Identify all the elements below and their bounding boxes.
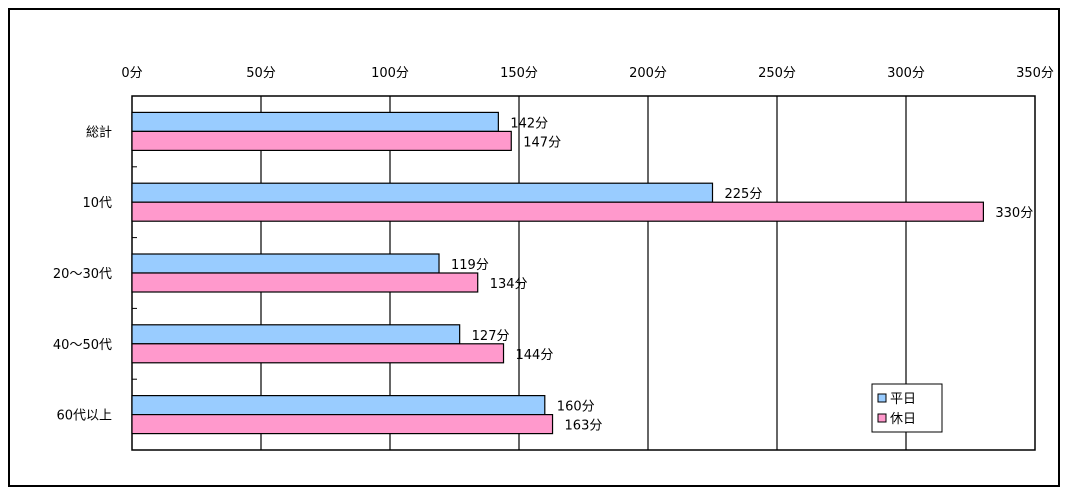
bar-holiday — [131, 343, 505, 364]
category-label: 20～30代 — [53, 267, 112, 282]
x-tick-label: 100分 — [371, 66, 409, 81]
x-tick-label: 0分 — [121, 66, 142, 81]
legend-swatch — [877, 413, 887, 423]
data-label: 134分 — [490, 277, 528, 292]
legend-swatch — [877, 393, 887, 403]
bar-holiday — [131, 272, 479, 293]
category-label: 60代以上 — [56, 409, 112, 424]
data-label: 330分 — [995, 206, 1033, 221]
x-tick-label: 200分 — [629, 66, 667, 81]
data-label: 127分 — [472, 329, 510, 344]
legend-label: 平日 — [890, 392, 916, 407]
data-label: 147分 — [523, 135, 561, 150]
bar-weekday — [131, 253, 440, 274]
data-label: 142分 — [510, 116, 548, 131]
category-label: 40～50代 — [53, 338, 112, 353]
category-label: 10代 — [82, 196, 112, 211]
data-label: 163分 — [565, 419, 603, 434]
bar-holiday — [131, 201, 985, 222]
data-label: 119分 — [451, 258, 489, 273]
data-label: 144分 — [516, 348, 554, 363]
category-label: 総計 — [86, 124, 112, 140]
data-label: 225分 — [725, 187, 763, 202]
legend — [871, 383, 943, 433]
legend-label: 休日 — [890, 412, 916, 427]
bar-weekday — [131, 182, 714, 203]
x-tick-label: 300分 — [887, 66, 925, 81]
bar-weekday — [131, 111, 499, 133]
x-tick-label: 50分 — [246, 66, 276, 81]
data-label: 160分 — [557, 400, 595, 415]
bar-holiday — [131, 414, 554, 435]
x-tick-label: 350分 — [1016, 66, 1054, 81]
bar-weekday — [131, 324, 461, 345]
bar-holiday — [131, 130, 512, 151]
x-tick-label: 250分 — [758, 66, 796, 81]
x-tick-label: 150分 — [500, 66, 538, 81]
bar-weekday — [131, 395, 546, 416]
